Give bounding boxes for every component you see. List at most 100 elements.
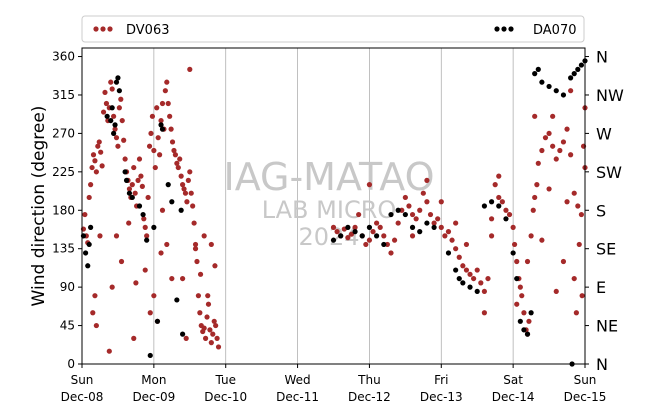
data-point bbox=[550, 113, 556, 119]
data-point bbox=[431, 220, 437, 226]
data-point bbox=[122, 156, 128, 162]
data-point bbox=[370, 229, 376, 235]
data-point bbox=[330, 224, 337, 230]
compass-label: S bbox=[596, 201, 606, 220]
data-point bbox=[135, 177, 141, 183]
data-point bbox=[481, 310, 487, 316]
data-point bbox=[159, 207, 166, 213]
data-point bbox=[142, 224, 148, 230]
x-tick-label-date: Dec-14 bbox=[492, 390, 535, 404]
data-point bbox=[169, 199, 175, 205]
data-point bbox=[205, 293, 211, 299]
data-point bbox=[560, 92, 567, 98]
data-point bbox=[175, 164, 181, 171]
data-point bbox=[417, 207, 423, 213]
data-point bbox=[578, 211, 585, 218]
data-point bbox=[181, 186, 187, 192]
data-point bbox=[532, 194, 538, 201]
data-point bbox=[348, 231, 355, 237]
data-point bbox=[109, 105, 115, 111]
data-point bbox=[158, 117, 164, 124]
data-point bbox=[395, 207, 401, 213]
data-point bbox=[573, 310, 579, 316]
data-point bbox=[207, 327, 213, 333]
data-point bbox=[169, 139, 176, 145]
data-point bbox=[180, 331, 186, 337]
data-point bbox=[406, 203, 412, 209]
data-point bbox=[488, 199, 495, 205]
data-point bbox=[131, 335, 137, 341]
data-point bbox=[352, 229, 358, 235]
data-point bbox=[532, 71, 538, 77]
data-point bbox=[568, 88, 574, 94]
grid-lines bbox=[153, 48, 514, 364]
data-point bbox=[553, 288, 559, 295]
data-point bbox=[92, 158, 98, 164]
data-point bbox=[126, 186, 133, 192]
data-point bbox=[86, 241, 92, 248]
data-point bbox=[164, 79, 170, 85]
data-point bbox=[338, 233, 344, 239]
data-point bbox=[113, 233, 120, 239]
data-point bbox=[438, 224, 444, 230]
data-point bbox=[424, 177, 430, 183]
data-point bbox=[172, 152, 179, 158]
data-point bbox=[510, 250, 516, 256]
data-point bbox=[113, 135, 120, 141]
data-point bbox=[539, 147, 545, 154]
data-point bbox=[85, 263, 91, 269]
data-point bbox=[510, 224, 516, 230]
data-point bbox=[121, 137, 127, 143]
data-point bbox=[92, 293, 98, 299]
data-point bbox=[517, 284, 523, 290]
data-point bbox=[103, 100, 110, 107]
data-point bbox=[145, 194, 151, 201]
data-point bbox=[126, 220, 132, 226]
data-point bbox=[213, 322, 219, 329]
legend-marker-dv063 bbox=[93, 26, 99, 32]
data-point bbox=[524, 258, 531, 265]
data-point bbox=[149, 113, 156, 119]
data-point bbox=[564, 126, 570, 132]
data-point bbox=[445, 229, 452, 235]
data-point bbox=[126, 190, 133, 196]
data-point bbox=[471, 275, 477, 282]
data-point bbox=[210, 331, 216, 337]
data-point bbox=[202, 335, 209, 341]
data-point bbox=[212, 263, 218, 269]
data-point bbox=[122, 169, 128, 175]
data-point bbox=[568, 75, 574, 81]
data-point bbox=[449, 237, 455, 243]
data-point bbox=[187, 169, 193, 175]
data-point bbox=[417, 229, 423, 235]
data-point bbox=[503, 207, 509, 213]
data-point bbox=[519, 293, 525, 299]
data-point bbox=[165, 100, 171, 107]
data-point bbox=[184, 199, 190, 205]
data-point bbox=[560, 258, 567, 265]
x-tick-label-day: Fri bbox=[434, 373, 448, 387]
data-point bbox=[384, 241, 390, 248]
data-point bbox=[553, 156, 559, 162]
data-point bbox=[167, 113, 173, 119]
x-tick-label-day: Wed bbox=[284, 373, 310, 387]
plot-frame bbox=[81, 47, 586, 365]
data-point bbox=[564, 199, 570, 205]
data-point bbox=[147, 352, 153, 359]
data-point bbox=[152, 164, 158, 171]
data-point bbox=[136, 156, 143, 162]
data-point bbox=[185, 177, 191, 183]
data-point bbox=[496, 173, 502, 179]
data-point bbox=[147, 310, 153, 316]
data-point bbox=[420, 190, 426, 196]
data-point bbox=[93, 169, 99, 175]
data-point bbox=[445, 250, 452, 256]
data-point bbox=[402, 194, 408, 201]
compass-label: NE bbox=[596, 317, 618, 336]
data-point bbox=[165, 182, 171, 188]
data-point bbox=[194, 258, 200, 265]
x-tick-label-date: Dec-11 bbox=[276, 390, 319, 404]
data-point bbox=[131, 164, 137, 171]
data-point bbox=[197, 310, 203, 316]
data-point bbox=[474, 288, 480, 295]
